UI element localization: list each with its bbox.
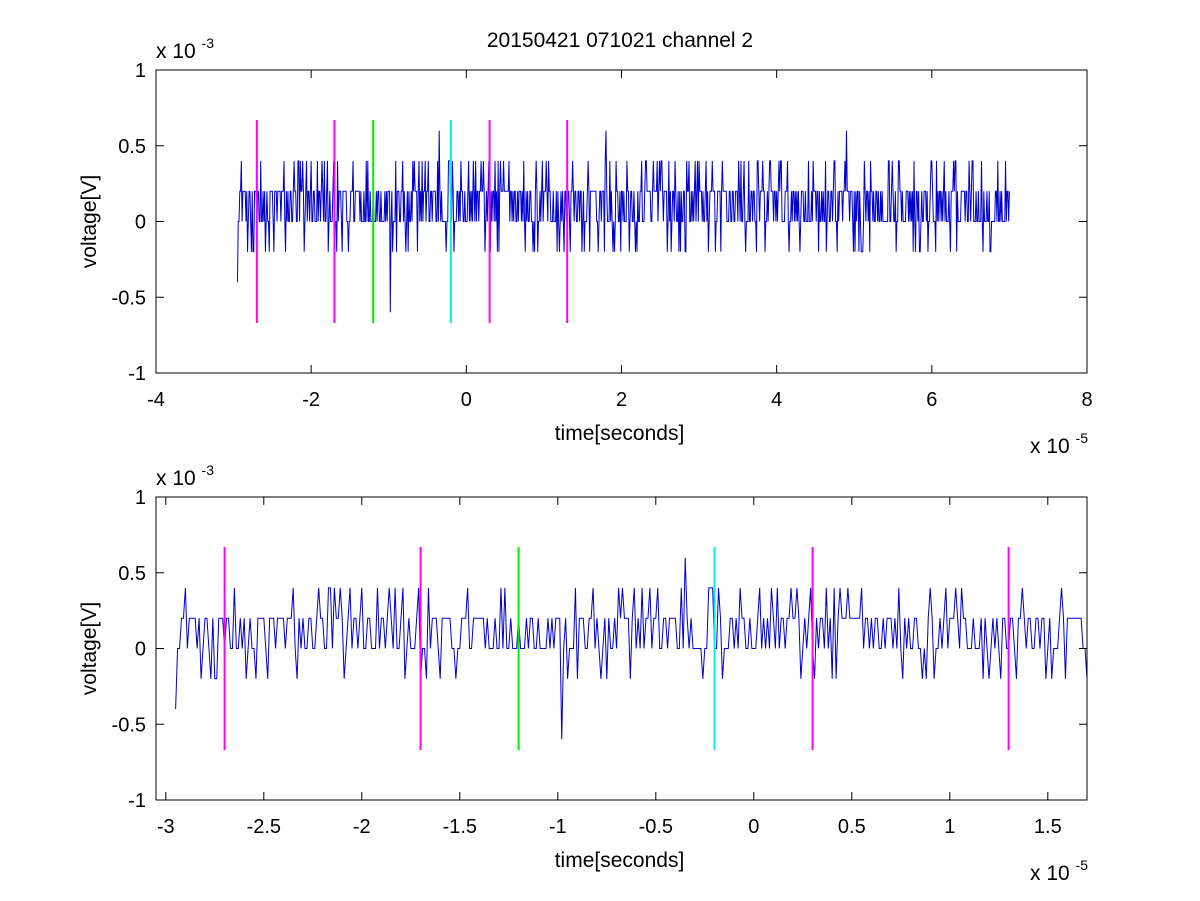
- bottom-plot-x-multiplier-base: x 10: [1030, 862, 1070, 885]
- bottom-plot-signal-series: [175, 557, 1088, 740]
- bottom-plot-xtick-label: -2: [353, 816, 371, 838]
- bottom-plot-xtick-label: 1: [944, 816, 955, 838]
- top-plot-y-multiplier: x 10 -3: [156, 35, 214, 63]
- bottom-plot-xtick-label: 0.5: [838, 816, 866, 838]
- bottom-plot-ytick-label: -1: [128, 790, 146, 812]
- bottom-plot-y-axis-label: voltage[V]: [78, 602, 101, 695]
- bottom-plot-y-multiplier-base: x 10: [156, 467, 196, 490]
- figure-title: 20150421 071021 channel 2: [487, 29, 753, 52]
- top-plot-marks: [236, 119, 1010, 324]
- top-plot-ytick-label: 1: [135, 60, 146, 82]
- bottom-plot-x-multiplier-exponent: -5: [1076, 857, 1089, 873]
- top-plot-y-multiplier-base: x 10: [156, 40, 196, 63]
- top-plot-ytick-label: -1: [128, 363, 146, 385]
- bottom-plot-x-multiplier: x 10 -5: [1030, 857, 1088, 885]
- top-plot-xtick-label: -4: [147, 389, 165, 411]
- bottom-plot-xtick-label: -1.5: [443, 816, 477, 838]
- top-plot-x-multiplier: x 10 -5: [1030, 430, 1088, 458]
- bottom-plot-ytick-label: 1: [135, 487, 146, 509]
- bottom-plot-xtick-label: -3: [157, 816, 175, 838]
- top-plot-xtick-label: 2: [616, 389, 627, 411]
- bottom-plot-x-axis-label: time[seconds]: [555, 849, 685, 872]
- top-plot-signal-series: [236, 130, 1010, 313]
- top-plot: -4 -2 0 2 4 6 8 -1 -0.5 0 0.5 1 time[seconds] volta…: [78, 35, 1093, 458]
- top-plot-xtick-label: 4: [771, 389, 782, 411]
- top-plot-ytick-label: 0: [135, 212, 146, 234]
- top-plot-xtick-label: -2: [302, 389, 320, 411]
- top-plot-ytick-label: 0.5: [118, 136, 146, 158]
- top-plot-xtick-label: 8: [1081, 389, 1092, 411]
- top-plot-y-multiplier-exponent: -3: [202, 35, 215, 51]
- top-plot-ytick-label: -0.5: [112, 287, 146, 309]
- bottom-plot-xtick-label: -1: [549, 816, 567, 838]
- bottom-plot-ytick-label: 0: [135, 639, 146, 661]
- bottom-plot-y-multiplier: x 10 -3: [156, 462, 214, 490]
- top-plot-y-axis-label: voltage[V]: [78, 175, 101, 268]
- bottom-plot-ticks: -3 -2.5 -2 -1.5 -1 -0.5 0 0.5 1 1.5 -1 -0.5 0 0.5 1: [112, 487, 1087, 838]
- top-plot-x-multiplier-exponent: -5: [1076, 430, 1089, 446]
- bottom-plot: -3 -2.5 -2 -1.5 -1 -0.5 0 0.5 1 1.5 -1 -0.5 0 0.5 1 ti…: [78, 462, 1088, 885]
- bottom-plot-xtick-label: -2.5: [247, 816, 281, 838]
- bottom-plot-xtick-label: -0.5: [639, 816, 673, 838]
- bottom-plot-marks: [175, 546, 1088, 751]
- top-plot-xtick-label: 0: [461, 389, 472, 411]
- top-plot-xtick-label: 6: [926, 389, 937, 411]
- bottom-plot-ytick-label: 0.5: [118, 563, 146, 585]
- bottom-plot-y-multiplier-exponent: -3: [202, 462, 215, 478]
- bottom-plot-xtick-label: 1.5: [1034, 816, 1062, 838]
- bottom-plot-ytick-label: -0.5: [112, 714, 146, 736]
- bottom-plot-xtick-label: 0: [748, 816, 759, 838]
- top-plot-x-axis-label: time[seconds]: [555, 422, 685, 445]
- top-plot-x-multiplier-base: x 10: [1030, 435, 1070, 458]
- top-plot-ticks: -4 -2 0 2 4 6 8 -1 -0.5 0 0.5 1: [112, 60, 1093, 411]
